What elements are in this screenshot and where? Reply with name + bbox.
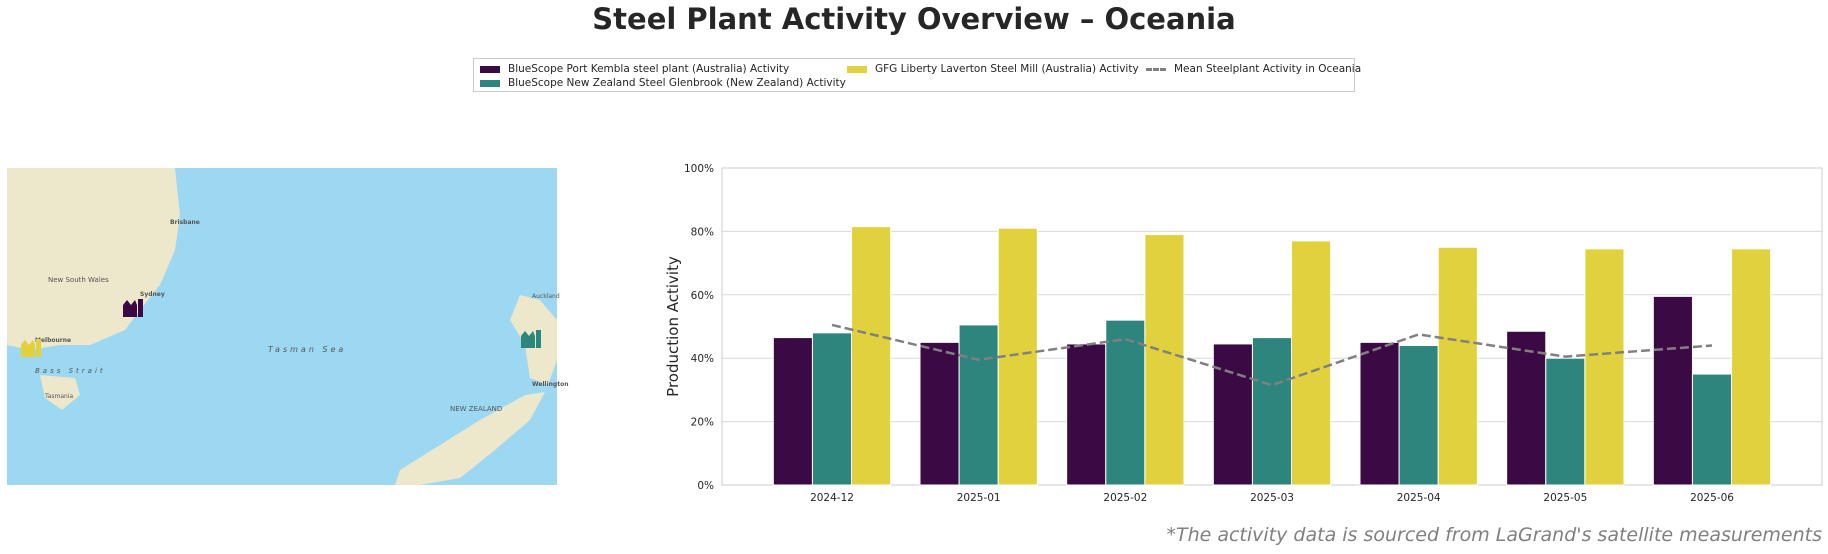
map-label: Auckland [532, 293, 560, 300]
x-tick-label: 2024-12 [810, 492, 854, 504]
y-tick-label: 40% [691, 353, 714, 365]
bar [1652, 295, 1693, 486]
bar [1398, 345, 1439, 486]
bar [811, 332, 853, 486]
bar [1105, 319, 1146, 486]
map-label: Melbourne [35, 337, 71, 344]
bar [1144, 234, 1185, 486]
map-labels: Brisbane Sydney New South Wales Melbourne Ba… [21, 219, 568, 413]
map-label: Bass Strait [35, 367, 106, 375]
bar [1731, 248, 1772, 486]
legend-label: GFG Liberty Laverton Steel Mill (Austral… [875, 63, 1139, 75]
bar [1545, 357, 1586, 486]
bar [1291, 240, 1332, 486]
mean-line [831, 323, 1713, 387]
plant-icon [21, 340, 35, 345]
bar [1437, 246, 1478, 486]
plant-icon [138, 299, 143, 317]
bar [1584, 248, 1625, 486]
map-label: New South Wales [48, 276, 109, 284]
legend: BlueScope Port Kembla steel plant (Austr… [473, 58, 1361, 92]
y-tick-label: 100% [684, 163, 714, 175]
legend-label: Mean Steelplant Activity in Oceania [1174, 63, 1362, 75]
legend-swatch [847, 65, 867, 73]
x-tick-label: 2025-02 [1103, 492, 1147, 504]
y-tick-label: 80% [691, 226, 714, 238]
legend-swatch [480, 65, 500, 73]
bar [1506, 330, 1547, 486]
bar [919, 341, 960, 486]
plant-icon [36, 339, 41, 357]
bar [958, 324, 999, 486]
map-label: Sydney [140, 291, 165, 298]
map-label: Tasman Sea [268, 345, 346, 354]
legend-item: Mean Steelplant Activity in Oceania [1146, 63, 1361, 75]
bar [1066, 343, 1107, 486]
legend-label: BlueScope Port Kembla steel plant (Austr… [508, 63, 790, 75]
map-label: Wellington [532, 381, 568, 388]
map-label: Brisbane [170, 219, 200, 226]
map-land [395, 392, 545, 485]
x-tick-label: 2025-05 [1543, 492, 1587, 504]
x-tick-label: 2025-04 [1397, 492, 1441, 504]
y-axis-label: Production Activity [664, 256, 682, 397]
plant-icon [536, 330, 541, 348]
x-tick-label: 2025-03 [1250, 492, 1294, 504]
y-tick-label: 20% [691, 417, 714, 429]
legend-line [1146, 67, 1166, 71]
legend-item: BlueScope Port Kembla steel plant (Austr… [480, 63, 789, 75]
legend-label: BlueScope New Zealand Steel Glenbrook (N… [508, 77, 846, 89]
y-tick-label: 0% [697, 480, 714, 492]
bar [1691, 373, 1733, 486]
bar [772, 337, 813, 486]
legend-swatch [480, 79, 500, 87]
plant-icon [123, 305, 137, 317]
bar [1212, 343, 1253, 486]
map-label: NEW ZEALAND [450, 405, 502, 413]
plant-icon [521, 331, 535, 336]
map-label: Tasmania [44, 393, 73, 400]
plant-icon [123, 300, 137, 305]
bar [1251, 337, 1293, 486]
plant-icon [521, 336, 535, 348]
legend-item: BlueScope New Zealand Steel Glenbrook (N… [480, 77, 846, 89]
map-land [40, 375, 80, 410]
bar [851, 226, 892, 486]
title: Steel Plant Activity Overview – Oceania [592, 2, 1236, 36]
plant-icon [21, 345, 35, 357]
bar [1359, 341, 1400, 486]
footnote: *The activity data is sourced from LaGra… [1166, 524, 1822, 546]
y-tick-label: 60% [691, 290, 714, 302]
x-tick-label: 2025-06 [1690, 492, 1734, 504]
bar-chart: 0% 20% 40% 60% 80% 100% Production Activity 202… [664, 163, 1823, 504]
legend-item: GFG Liberty Laverton Steel Mill (Austral… [847, 63, 1139, 75]
x-tick-label: 2025-01 [957, 492, 1001, 504]
